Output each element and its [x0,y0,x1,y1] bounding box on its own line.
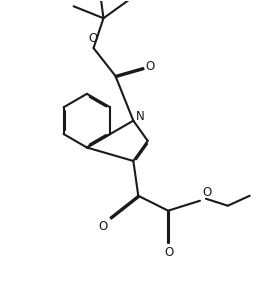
Text: O: O [145,61,155,73]
Text: O: O [164,245,174,259]
Text: O: O [202,186,211,199]
Text: O: O [88,32,97,45]
Text: O: O [98,220,108,233]
Text: N: N [136,110,145,123]
